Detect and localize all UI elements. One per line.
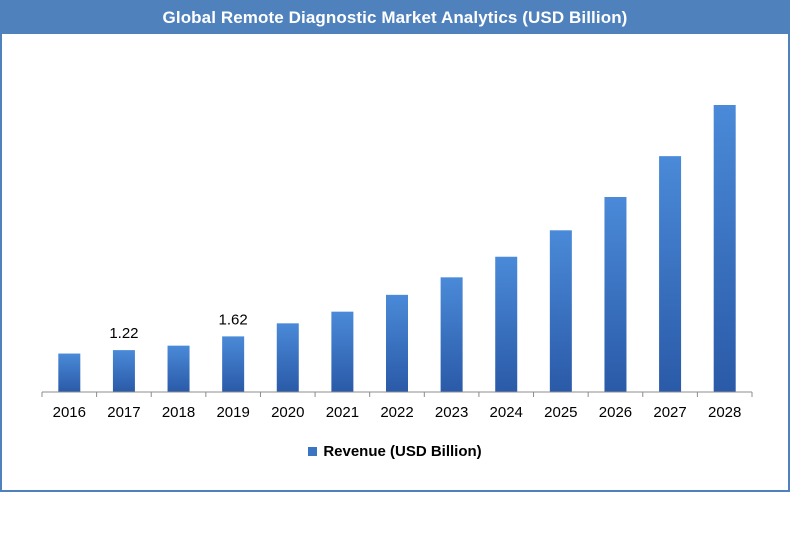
- bar-2023: [440, 277, 463, 392]
- bar-2016: [58, 353, 81, 392]
- x-tick-label-2025: 2025: [544, 404, 577, 421]
- bar-2028: [713, 105, 736, 392]
- title-bar: Global Remote Diagnostic Market Analytic…: [2, 2, 788, 36]
- bar-2020: [276, 323, 299, 392]
- bar-2027: [659, 156, 682, 392]
- bar-2021: [331, 311, 354, 392]
- x-axis: [41, 391, 753, 397]
- data-label-2019: 1.62: [219, 311, 248, 328]
- legend-swatch: [308, 447, 318, 456]
- x-tick-label-2028: 2028: [708, 404, 741, 421]
- x-tick-label-2016: 2016: [53, 404, 86, 421]
- bars-layer: [58, 105, 736, 392]
- bar-2017: [112, 350, 135, 392]
- bar-2019: [222, 336, 245, 392]
- bar-2026: [604, 197, 627, 392]
- bar-2024: [495, 256, 518, 392]
- x-tick-label-2021: 2021: [326, 404, 359, 421]
- data-label-2017: 1.22: [109, 325, 138, 342]
- chart-title: Global Remote Diagnostic Market Analytic…: [162, 8, 628, 27]
- bar-chart: 2016 2017 1.22 2018 2019 1.62 2020 2021 2022 2023…: [41, 105, 753, 421]
- labels-layer: 2016 2017 1.22 2018 2019 1.62 2020 2021 2022 2023…: [53, 311, 742, 421]
- x-tick-label-2022: 2022: [380, 404, 413, 421]
- x-tick-label-2026: 2026: [599, 404, 632, 421]
- chart-frame: Global Remote Diagnostic Market Analytic…: [0, 0, 790, 492]
- x-tick-label-2027: 2027: [653, 404, 686, 421]
- bar-2018: [167, 345, 190, 392]
- x-tick-label-2018: 2018: [162, 404, 195, 421]
- bar-2025: [549, 230, 572, 392]
- bar-2022: [386, 294, 408, 392]
- x-tick-label-2024: 2024: [490, 404, 523, 421]
- x-tick-label-2023: 2023: [435, 404, 468, 421]
- x-tick-label-2017: 2017: [107, 404, 140, 421]
- legend: Revenue (USD Billion): [0, 443, 790, 460]
- legend-label: Revenue (USD Billion): [323, 443, 482, 460]
- x-tick-label-2019: 2019: [216, 404, 249, 421]
- x-tick-label-2020: 2020: [271, 404, 304, 421]
